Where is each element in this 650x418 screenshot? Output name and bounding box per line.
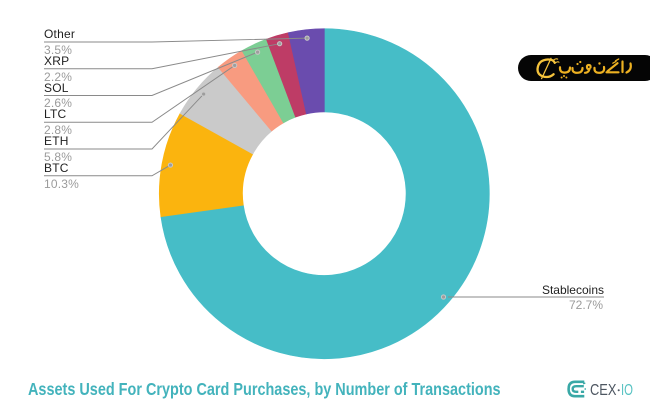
svg-text:IO: IO <box>621 382 633 399</box>
svg-text:CEX: CEX <box>590 382 617 399</box>
